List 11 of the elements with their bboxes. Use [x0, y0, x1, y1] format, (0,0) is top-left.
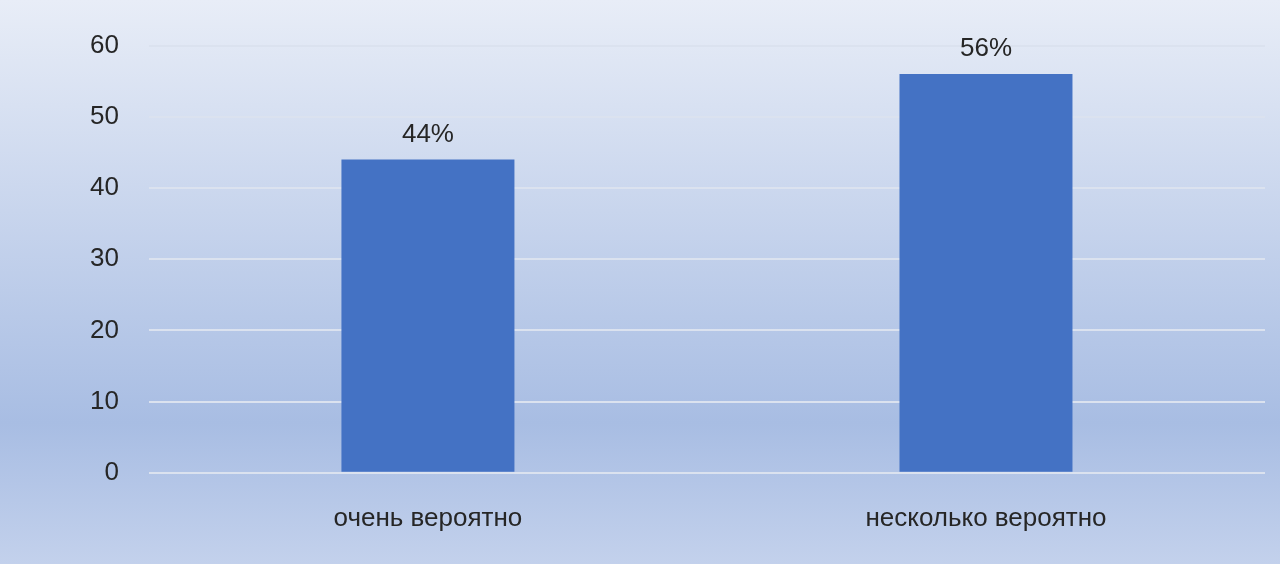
x-tick-label: очень вероятно: [333, 501, 523, 532]
y-tick-label: 40: [90, 171, 119, 202]
x-tick-label: несколько вероятно: [865, 501, 1107, 532]
y-tick-label: 0: [104, 455, 119, 486]
y-tick-label: 30: [90, 242, 119, 273]
y-tick-label: 50: [90, 99, 119, 130]
y-tick-label: 20: [90, 313, 119, 344]
data-label: 56%: [959, 32, 1012, 63]
y-tick-label: 10: [90, 384, 119, 415]
data-label: 44%: [401, 117, 454, 148]
y-tick-label: 60: [90, 28, 119, 59]
